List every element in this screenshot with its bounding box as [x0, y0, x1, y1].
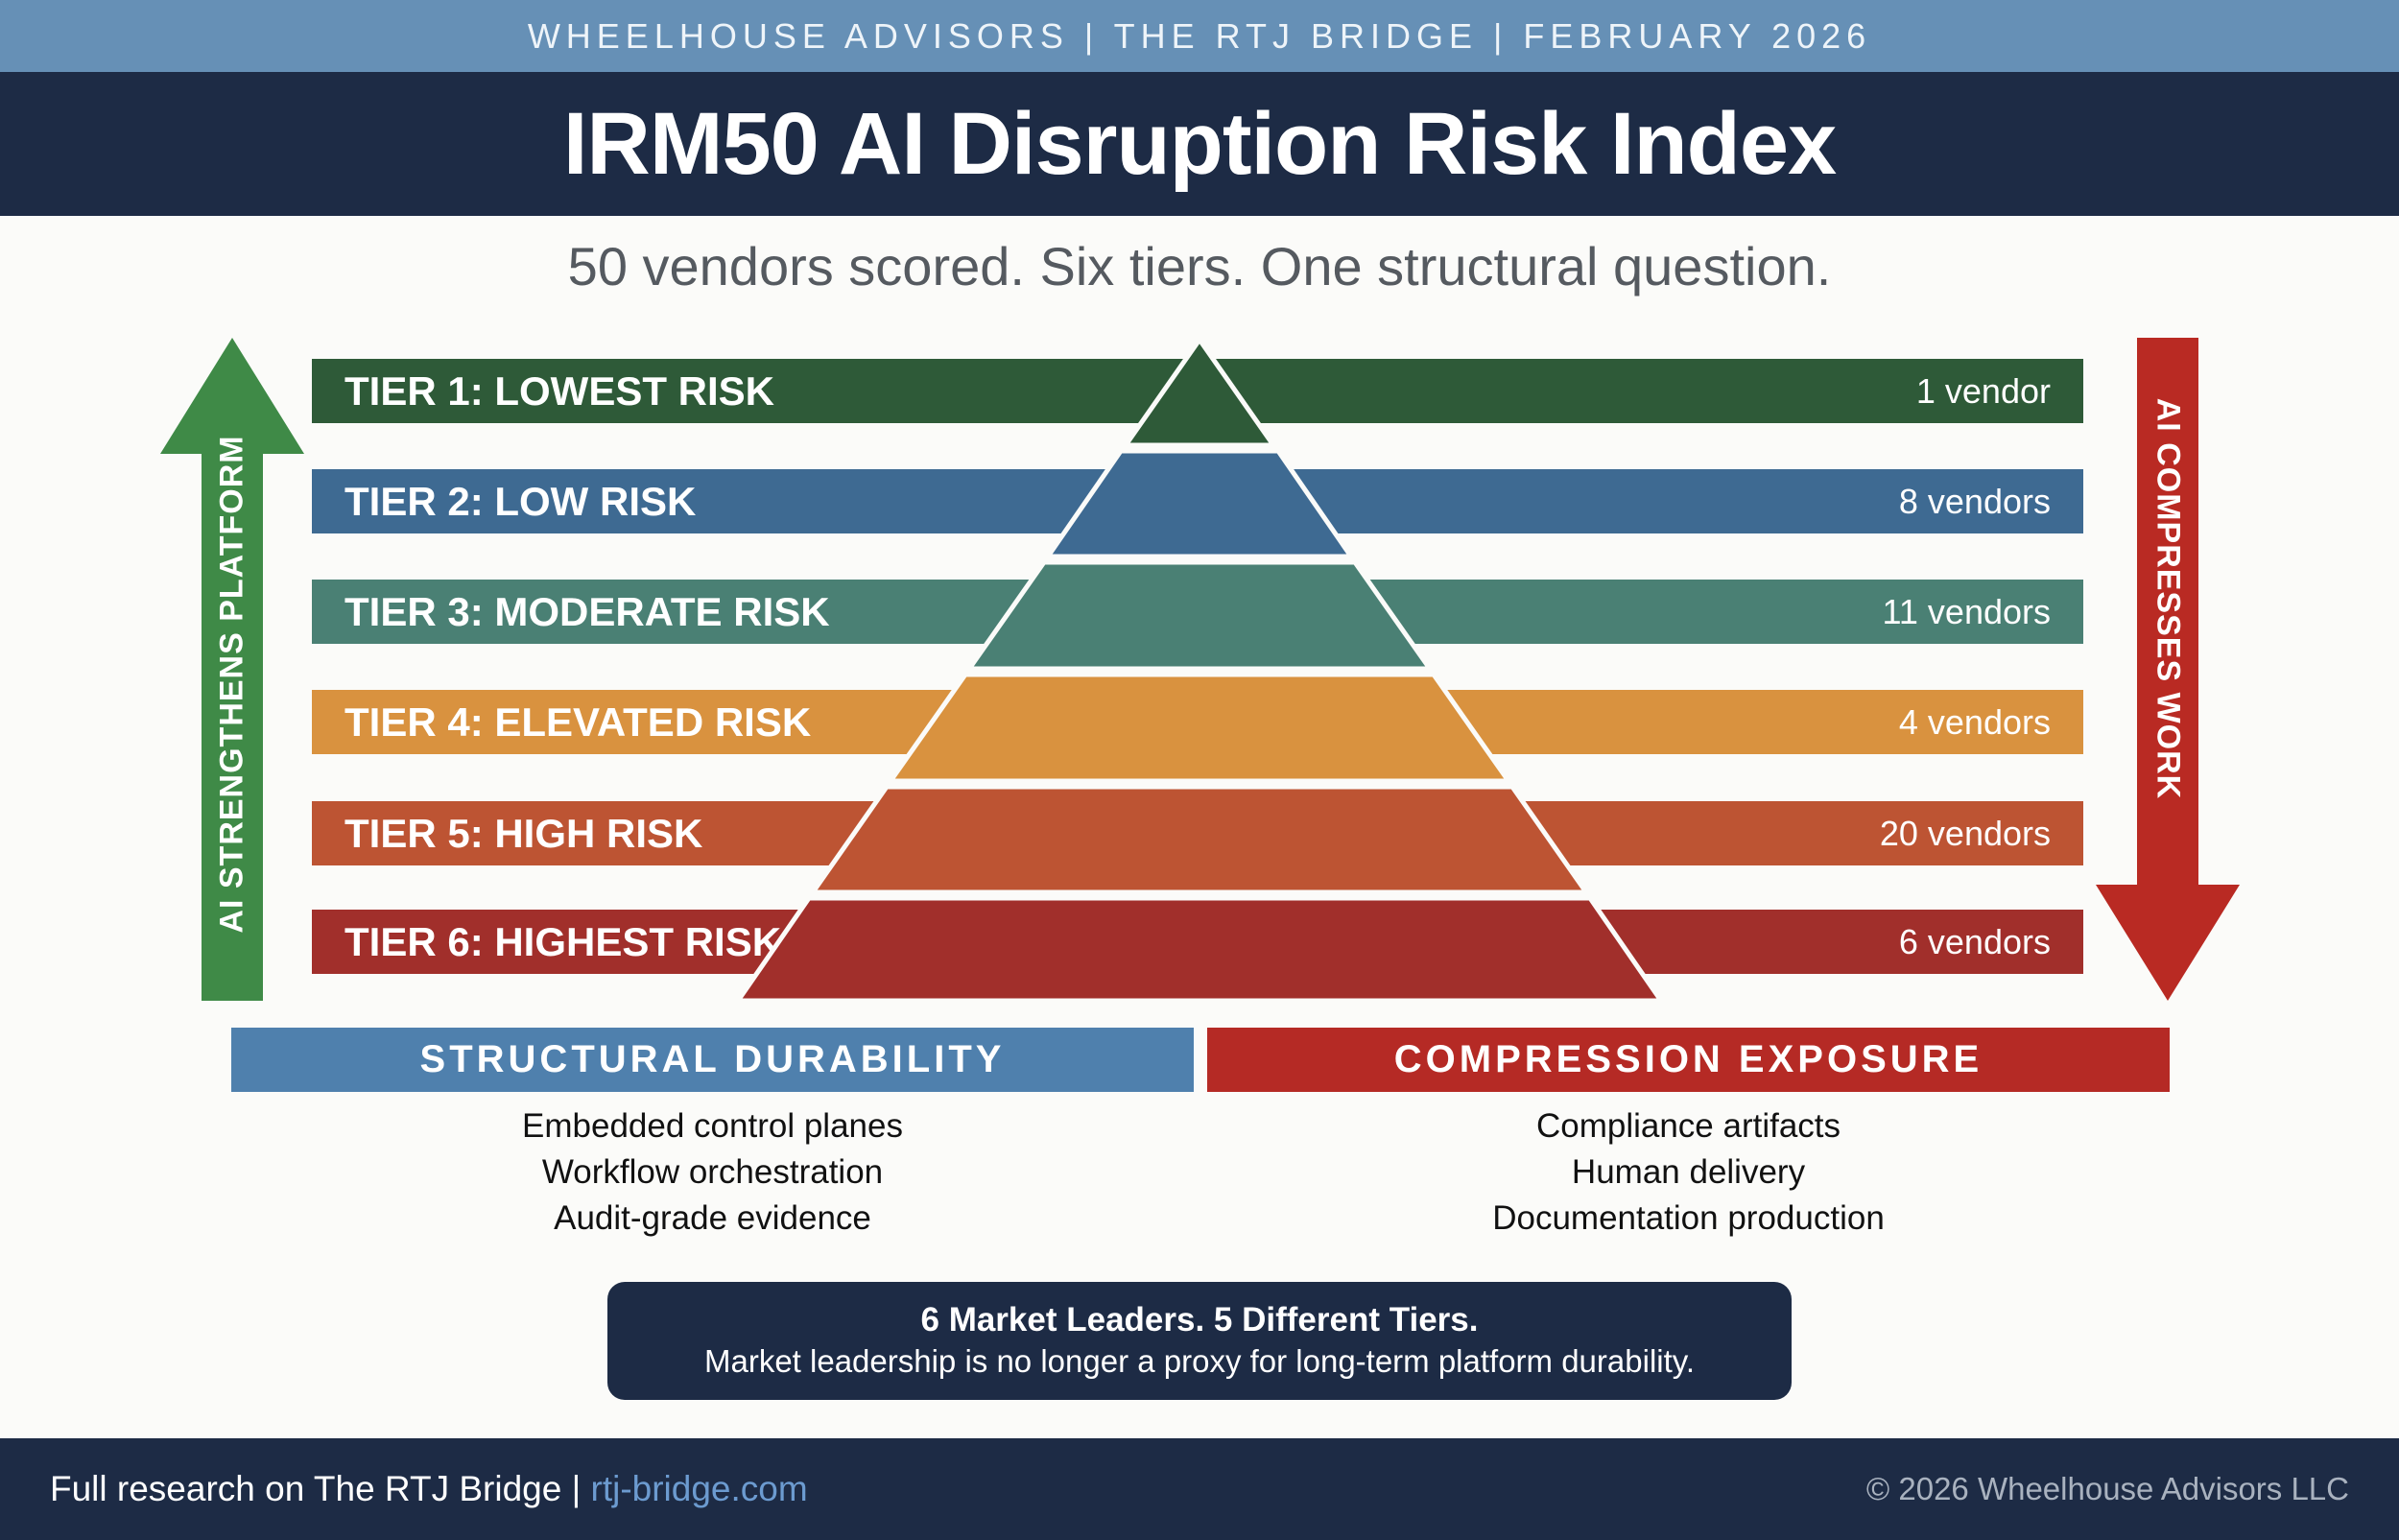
tier-label: TIER 2: LOW RISK	[344, 479, 697, 524]
tier-label: TIER 5: HIGH RISK	[344, 811, 703, 856]
left-arrow-label: AI STRENGTHENS PLATFORM	[213, 435, 250, 934]
risk-pyramid	[160, 338, 2240, 1001]
header-kicker: WHEELHOUSE ADVISORS | THE RTJ BRIDGE | F…	[0, 0, 2399, 72]
tier-label: TIER 6: HIGHEST RISK	[344, 919, 782, 964]
tier-count: 6 vendors	[1898, 922, 2051, 961]
page-subtitle: 50 vendors scored. Six tiers. One struct…	[567, 236, 1832, 296]
up-arrow-icon	[160, 338, 304, 1001]
list-item: Human delivery	[1571, 1153, 1806, 1191]
tier-count: 20 vendors	[1879, 814, 2051, 853]
callout-headline: 6 Market Leaders. 5 Different Tiers.	[920, 1301, 1479, 1339]
durability-list: Embedded control planes Workflow orchest…	[231, 1103, 1194, 1242]
callout-body: Market leadership is no longer a proxy f…	[703, 1343, 1695, 1379]
rtj-bridge-link[interactable]: rtj-bridge.com	[590, 1469, 808, 1508]
exposure-list: Compliance artifacts Human delivery Docu…	[1207, 1103, 2170, 1242]
list-item: Compliance artifacts	[1535, 1107, 1841, 1145]
tier-label: TIER 1: LOWEST RISK	[344, 368, 775, 414]
list-item: Audit-grade evidence	[554, 1199, 871, 1237]
list-item: Embedded control planes	[522, 1107, 903, 1145]
exposure-header: COMPRESSION EXPOSURE	[1207, 1028, 2170, 1092]
tier-count: 1 vendor	[1915, 371, 2051, 411]
down-arrow-icon	[2096, 338, 2240, 1001]
tier-count: 11 vendors	[1882, 592, 2051, 631]
tier-label: TIER 4: ELEVATED RISK	[344, 699, 812, 745]
footer-text: Full research on The RTJ Bridge |	[50, 1469, 591, 1508]
tier-count: 8 vendors	[1898, 482, 2051, 521]
key-takeaway-callout: 6 Market Leaders. 5 Different Tiers. Mar…	[607, 1282, 1792, 1400]
durability-header: STRUCTURAL DURABILITY	[231, 1028, 1194, 1092]
footer-research-note: Full research on The RTJ Bridge | rtj-br…	[50, 1438, 808, 1540]
tier-label: TIER 3: MODERATE RISK	[344, 589, 830, 634]
copyright: © 2026 Wheelhouse Advisors LLC	[1865, 1471, 2349, 1506]
right-arrow-label: AI COMPRESSES WORK	[2150, 397, 2187, 800]
footer: Full research on The RTJ Bridge | rtj-br…	[0, 1438, 2399, 1540]
list-item: Documentation production	[1492, 1199, 1885, 1237]
tier-count: 4 vendors	[1898, 702, 2051, 742]
page-title: IRM50 AI Disruption Risk Index	[0, 72, 2399, 216]
list-item: Workflow orchestration	[541, 1153, 884, 1191]
